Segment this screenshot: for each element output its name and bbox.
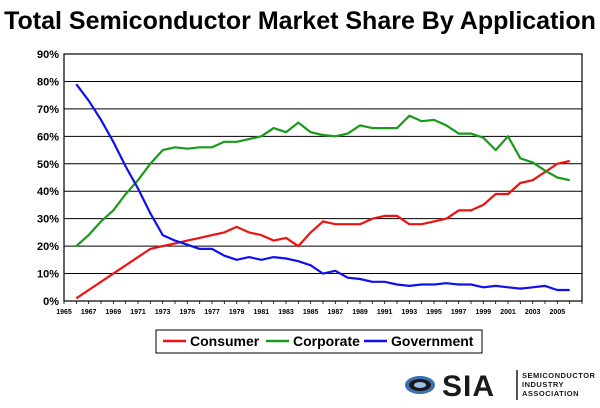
legend-label-corporate: Corporate — [293, 333, 360, 349]
y-axis: 0% 10% 20% 30% 40% 50% 60% 70% 80% 90% — [37, 49, 59, 308]
x-axis: 1965 1967 1969 1971 1973 1975 1977 1979 1981 1983… — [56, 301, 583, 316]
legend-label-government: Government — [391, 333, 474, 349]
x-tick-label: 1987 — [328, 309, 344, 316]
y-tick-label: 60% — [37, 131, 59, 143]
x-tick-label: 2005 — [550, 309, 566, 316]
legend-label-consumer: Consumer — [190, 333, 260, 349]
x-tick-label: 2003 — [525, 309, 541, 316]
x-tick-label: 1999 — [476, 309, 492, 316]
legend-box — [155, 329, 483, 354]
sia-logo-text: SIA — [442, 370, 495, 403]
x-tick-label: 1991 — [377, 309, 393, 316]
y-tick-label: 70% — [37, 104, 59, 116]
y-tick-label: 50% — [37, 159, 59, 171]
x-tick-label: 1993 — [402, 309, 418, 316]
x-tick-label: 1969 — [106, 309, 122, 316]
x-tick-label: 1975 — [180, 309, 196, 316]
sia-logo: SIA SEMICONDUCTOR INDUSTRY ASSOCIATION — [405, 370, 596, 403]
legend: Consumer Corporate Government — [155, 329, 483, 354]
y-tick-label: 10% — [37, 269, 59, 281]
sia-logo-sub-1: SEMICONDUCTOR — [522, 371, 596, 380]
x-tick-label: 1985 — [303, 309, 319, 316]
y-tick-label: 0% — [43, 296, 59, 308]
y-tick-label: 30% — [37, 214, 59, 226]
x-tick-label: 1979 — [229, 309, 245, 316]
chart-title: Total Semiconductor Market Share By Appl… — [4, 7, 596, 35]
y-tick-label: 80% — [37, 76, 59, 88]
series-lines — [75, 83, 570, 300]
y-tick-label: 20% — [37, 241, 59, 253]
x-tick-label: 1977 — [204, 309, 220, 316]
x-tick-label: 1989 — [352, 309, 368, 316]
grid — [64, 80, 582, 275]
x-tick-label: 1973 — [155, 309, 171, 316]
x-tick-label: 1981 — [254, 309, 270, 316]
y-tick-label: 90% — [37, 49, 59, 61]
x-tick-label: 1997 — [451, 309, 467, 316]
x-tick-label: 2001 — [500, 309, 516, 316]
x-tick-label: 1983 — [278, 309, 294, 316]
x-tick-label: 1995 — [426, 309, 442, 316]
series-line-consumer — [75, 159, 570, 300]
series-line-government — [75, 83, 570, 292]
x-tick-label: 1971 — [130, 309, 146, 316]
sia-logo-sub-3: ASSOCIATION — [522, 389, 579, 398]
sia-logo-sub-2: INDUSTRY — [522, 380, 564, 389]
x-tick-label: 1967 — [81, 309, 97, 316]
y-tick-label: 40% — [37, 186, 59, 198]
series-line-corporate — [75, 114, 570, 247]
sia-logo-icon — [405, 376, 435, 394]
x-tick-label: 1965 — [56, 309, 72, 316]
plot-area — [63, 53, 583, 302]
